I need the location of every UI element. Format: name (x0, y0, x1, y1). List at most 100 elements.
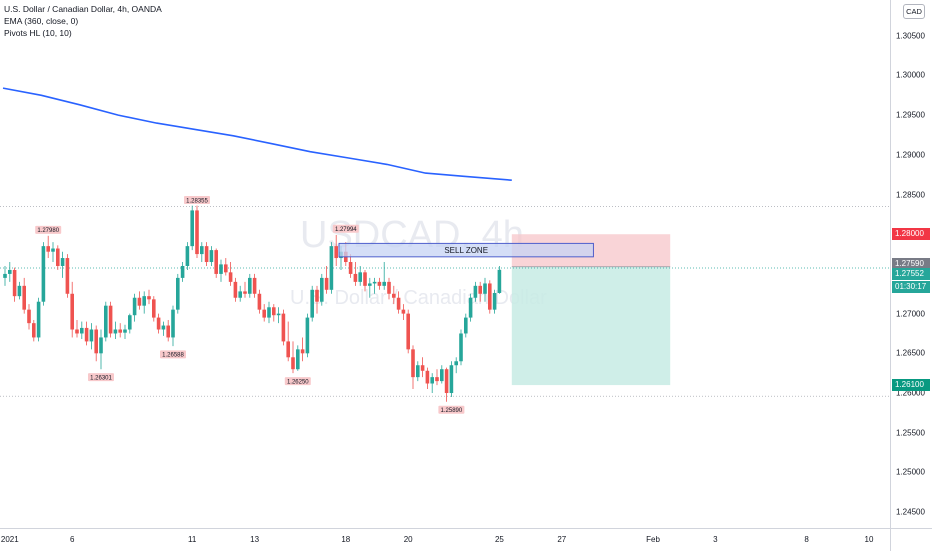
chart-plot-area[interactable]: USDCAD, 4h U.S. Dollar / Canadian Dollar S… (0, 0, 890, 528)
pivot-label-box (438, 405, 465, 414)
candle-body (497, 269, 502, 293)
candle-body (204, 246, 209, 263)
time-tick-label: 11 (188, 535, 197, 544)
candle-body (32, 323, 36, 338)
candle-body (147, 296, 151, 300)
candle-body (401, 309, 406, 314)
price-tick-label: 1.29500 (896, 110, 925, 120)
candle-body (358, 272, 362, 282)
candle-body (156, 317, 161, 330)
price-marker-label: 01:30:17 (892, 280, 930, 293)
time-axis[interactable]: 2021 6 11 13 18 20 25 27 Feb 3 8 10 (0, 528, 890, 551)
candle-body (233, 281, 238, 298)
candle-body (483, 283, 487, 294)
time-tick-label: 2021 (0, 535, 19, 544)
pivot-label: 1.26588 (162, 353, 184, 359)
pivot-label: 1.28355 (186, 198, 208, 204)
candle-body (46, 246, 50, 252)
candle-body (478, 285, 482, 294)
ema-indicator-label[interactable]: EMA (360, close, 0) (4, 16, 79, 26)
symbol-title[interactable]: U.S. Dollar / Canadian Dollar, 4h, OANDA (4, 4, 162, 14)
price-tick-label: 1.29000 (896, 150, 925, 160)
candle-body (108, 305, 113, 334)
candle-body (84, 327, 89, 342)
candle-body (132, 297, 137, 316)
price-axis[interactable]: CAD 1.30500 1.30000 1.29500 1.29000 1.28500 1… (890, 0, 932, 528)
candle-body (113, 329, 118, 334)
candle-body (372, 281, 377, 284)
time-tick-label: 25 (494, 535, 504, 544)
pivot-label: 1.27980 (37, 228, 59, 234)
candle-body (166, 325, 170, 338)
pivot-label-box (284, 377, 311, 386)
pivot-label-box (35, 225, 62, 234)
candle-body (262, 309, 266, 318)
chart-legend: U.S. Dollar / Canadian Dollar, 4h, OANDA… (4, 3, 162, 39)
candle-body (200, 246, 204, 255)
time-tick-label: Feb (646, 535, 660, 544)
price-tick-label: 1.28500 (896, 190, 925, 200)
candle-body (430, 377, 434, 384)
candle-body (363, 272, 367, 286)
pivot-label: 1.25890 (441, 408, 463, 414)
candle-body (353, 273, 358, 282)
candle-body (440, 369, 444, 382)
sell-zone-box (338, 242, 594, 258)
price-tick-label: 1.30500 (896, 31, 925, 41)
candle-body (195, 210, 199, 255)
take-profit-zone (511, 266, 671, 386)
candle-body (281, 313, 286, 342)
candle-body (411, 349, 415, 378)
pivot-label-box (184, 196, 210, 205)
price-chart[interactable]: USDCAD, 4hU.S. Dollar / Canadian DollarS… (0, 0, 890, 528)
candle-body (492, 292, 497, 310)
candle-body (94, 329, 98, 354)
candle-body (248, 277, 252, 294)
pivots-indicator-label[interactable]: Pivots HL (10, 10) (4, 28, 72, 38)
time-tick-label: 27 (557, 535, 567, 544)
candle-body (459, 333, 463, 362)
candle-body (276, 313, 281, 316)
watermark-name: U.S. Dollar / Canadian Dollar (290, 287, 547, 309)
pivot-label: 1.26301 (90, 375, 112, 381)
candle-body (315, 289, 319, 302)
candle-body (89, 329, 94, 342)
candle-body (214, 250, 218, 274)
candle-body (123, 329, 127, 333)
candle-body (416, 365, 420, 378)
candle-body (219, 264, 223, 274)
candle-body (27, 309, 31, 324)
time-tick-label: 10 (864, 535, 874, 544)
candle-body (324, 277, 329, 290)
pivot-label: 1.26250 (287, 379, 309, 385)
candle-body (142, 296, 146, 306)
candle-body (473, 285, 478, 298)
candle-body (17, 285, 22, 297)
pivot-label-box (160, 350, 186, 359)
price-marker-label: 1.27590 (892, 258, 930, 271)
time-tick-label: 20 (403, 535, 413, 544)
time-tick-label: 3 (713, 535, 718, 544)
sell-zone-label: SELL ZONE (444, 246, 488, 255)
currency-button[interactable]: CAD (903, 4, 925, 19)
candle-body (425, 370, 430, 384)
candle-body (65, 258, 70, 294)
candle-body (80, 327, 84, 334)
candle-body (243, 291, 247, 294)
candle-body (396, 297, 401, 310)
time-tick-label: 18 (341, 535, 351, 544)
candle-body (180, 265, 185, 278)
candle-body (118, 329, 122, 333)
candle-body (51, 248, 55, 252)
candle-body (406, 313, 410, 350)
time-tick-label: 6 (69, 535, 75, 544)
candle-body (128, 315, 132, 330)
candle-body (387, 281, 391, 294)
candle-body (468, 297, 473, 318)
candle-body (257, 293, 262, 310)
candle-body (252, 277, 257, 294)
pivot-label-box (88, 373, 114, 382)
candle-body (435, 377, 439, 382)
candle-body (392, 293, 396, 298)
candle-body (3, 273, 7, 278)
